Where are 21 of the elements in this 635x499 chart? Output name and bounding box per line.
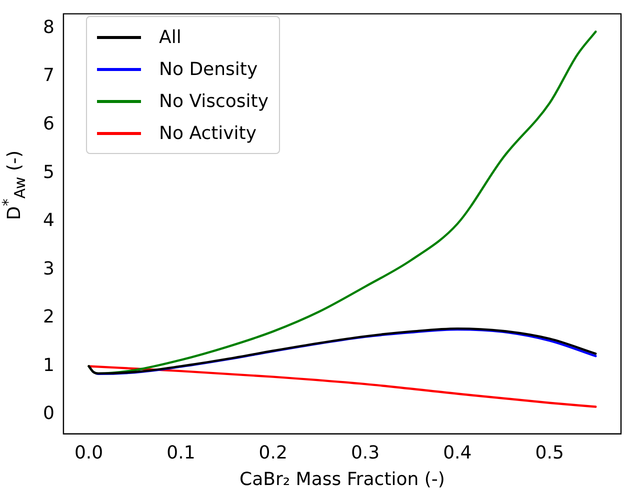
x-tick-label: 0.3 [350,442,380,464]
x-tick-label: 0.5 [535,442,564,464]
y-tick-label: 6 [43,114,54,135]
y-tick-label: 3 [43,258,54,280]
y-tick-label: 4 [43,210,54,232]
y-tick-label: 1 [43,354,54,376]
x-tick-label: 0.4 [443,442,472,464]
x-tick-label: 0.2 [258,442,288,464]
y-tick-label: 8 [43,16,54,38]
legend-label: No Activity [159,122,257,144]
x-tick-label: 0.0 [74,442,104,464]
y-tick-label: 2 [43,306,54,328]
legend-label: No Viscosity [159,90,268,112]
y-tick-label: 5 [43,162,54,183]
line-series [88,365,597,408]
x-tick-label: 0.1 [166,442,196,464]
y-tick-label: 7 [43,65,54,86]
y-tick-label: 0 [43,403,54,424]
x-axis-title: CaBr₂ Mass Fraction (-) [240,468,445,490]
legend-label: All [159,26,182,48]
legend-label: No Density [159,58,258,80]
